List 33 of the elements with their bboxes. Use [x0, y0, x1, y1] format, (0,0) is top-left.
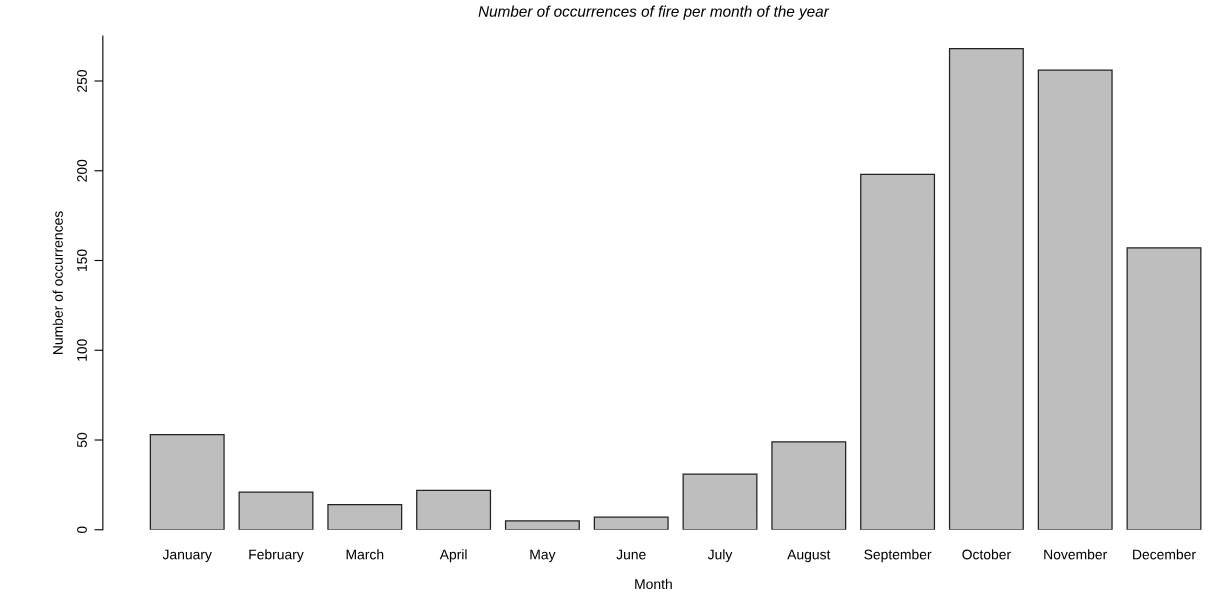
bar — [504, 520, 580, 530]
y-tick-label: 250 — [77, 69, 87, 92]
y-axis-title: Number of occurrences — [52, 211, 63, 354]
chart-title: Number of occurrences of fire per month of the year — [478, 5, 830, 20]
x-tick-label: June — [616, 549, 646, 560]
bar — [771, 441, 847, 530]
y-tick-label: 0 — [77, 526, 87, 534]
x-tick-label: February — [249, 549, 304, 563]
bar — [860, 173, 936, 530]
bar — [327, 504, 403, 530]
y-tick-label: 50 — [77, 432, 87, 448]
x-tick-label: March — [346, 549, 384, 560]
bar — [149, 433, 225, 530]
bar — [948, 48, 1024, 530]
bar — [238, 491, 314, 530]
bar — [593, 516, 669, 530]
x-tick-label: August — [787, 549, 831, 563]
bar — [1126, 247, 1202, 530]
bar — [1037, 69, 1113, 530]
y-tick-label: 150 — [77, 249, 87, 272]
x-tick-label: December — [1133, 549, 1196, 560]
x-tick-label: April — [439, 549, 467, 563]
y-tick-label: 100 — [77, 339, 87, 361]
x-tick-label: October — [962, 549, 1011, 560]
x-axis-title: Month — [635, 578, 672, 590]
x-tick-label: May — [530, 549, 556, 563]
x-tick-label: July — [707, 549, 733, 563]
y-tick-label: 200 — [77, 159, 87, 182]
x-tick-label: January — [162, 549, 212, 563]
x-tick-label: November — [1044, 549, 1107, 560]
bar — [682, 473, 758, 530]
x-tick-label: September — [864, 549, 932, 563]
bar — [416, 489, 492, 530]
